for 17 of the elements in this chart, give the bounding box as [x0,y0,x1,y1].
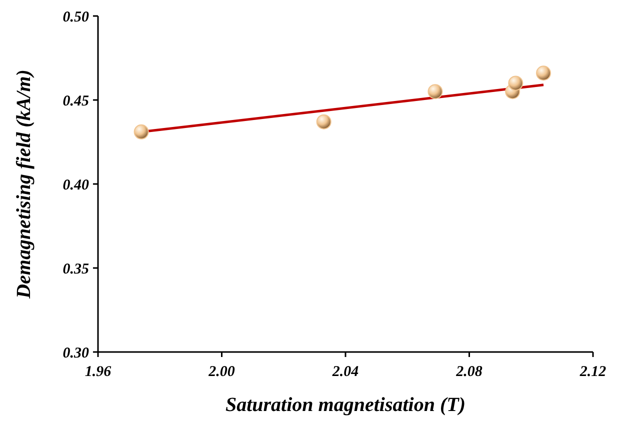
point [316,114,332,130]
y-tick-label: 0.35 [62,261,90,278]
point [508,76,524,91]
x-tick-label: 2.04 [331,364,360,380]
x-tick-label: 2.12 [578,364,607,380]
point [134,124,149,140]
x-tick-label: 2.08 [455,364,483,380]
y-tick-label: 0.50 [62,9,90,26]
x-tick-label: 1.96 [84,364,112,380]
x-axis-title: Saturation magnetisation (T) [225,394,466,416]
y-axis-title: Demagnetising field (kA/m) [13,70,35,300]
y-tick-label: 0.40 [62,177,90,194]
point [536,66,551,81]
y-tick-label: 0.30 [62,345,90,362]
y-tick-label: 0.45 [62,93,90,110]
point [428,84,443,100]
x-tick-label: 2.00 [208,364,236,380]
